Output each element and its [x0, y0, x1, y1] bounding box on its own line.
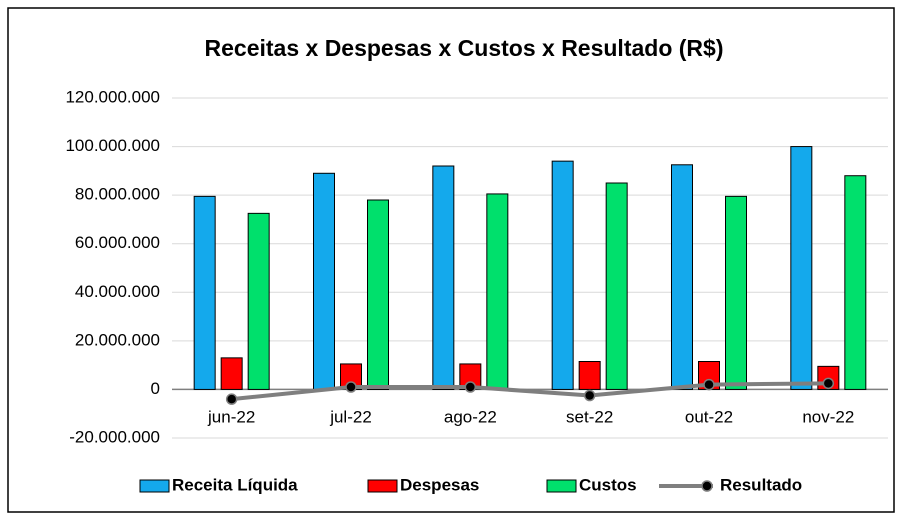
bar	[313, 172, 335, 390]
bar	[671, 164, 693, 390]
x-tick-label: jul-22	[329, 407, 372, 426]
bar	[790, 146, 813, 390]
x-tick-label: out-22	[685, 407, 733, 426]
bar	[844, 175, 867, 390]
legend-swatch	[546, 479, 577, 493]
marker	[583, 389, 596, 402]
y-tick-label: 20.000.000	[75, 330, 160, 349]
x-tick-label: ago-22	[444, 407, 497, 426]
line	[231, 381, 829, 402]
legend-label: Despesas	[400, 475, 479, 494]
legend-swatch	[139, 479, 170, 493]
marker	[703, 378, 715, 391]
x-tick-label: set-22	[566, 407, 613, 426]
bar	[220, 357, 243, 390]
y-tick-label: -20.000.000	[69, 427, 160, 446]
bar	[247, 212, 270, 390]
bar	[578, 361, 601, 390]
marker	[345, 381, 357, 393]
y-tick-label: 100.000.000	[65, 136, 160, 155]
legend-label: Resultado	[720, 475, 802, 494]
y-tick-label: 120.000.000	[65, 87, 160, 106]
bar	[605, 182, 628, 390]
legend-swatch	[367, 479, 398, 493]
bar	[193, 195, 216, 390]
x-tick-label: jun-22	[207, 407, 255, 426]
legend-label: Receita Líquida	[172, 475, 298, 494]
x-tick-label: nov-22	[802, 407, 854, 426]
bar	[551, 160, 574, 390]
y-tick-label: 80.000.000	[75, 185, 160, 204]
marker	[225, 393, 238, 405]
legend-marker	[701, 480, 713, 492]
marker	[822, 377, 835, 390]
y-tick-label: 0	[151, 379, 160, 398]
y-tick-label: 40.000.000	[75, 282, 160, 301]
legend-label: Custos	[579, 475, 637, 494]
bar	[725, 195, 747, 390]
chart-title: Receitas x Despesas x Custos x Resultado…	[205, 35, 724, 61]
y-tick-label: 60.000.000	[75, 233, 160, 252]
marker	[464, 381, 477, 393]
bar	[367, 199, 389, 390]
bar	[432, 165, 455, 390]
bar	[486, 193, 509, 390]
